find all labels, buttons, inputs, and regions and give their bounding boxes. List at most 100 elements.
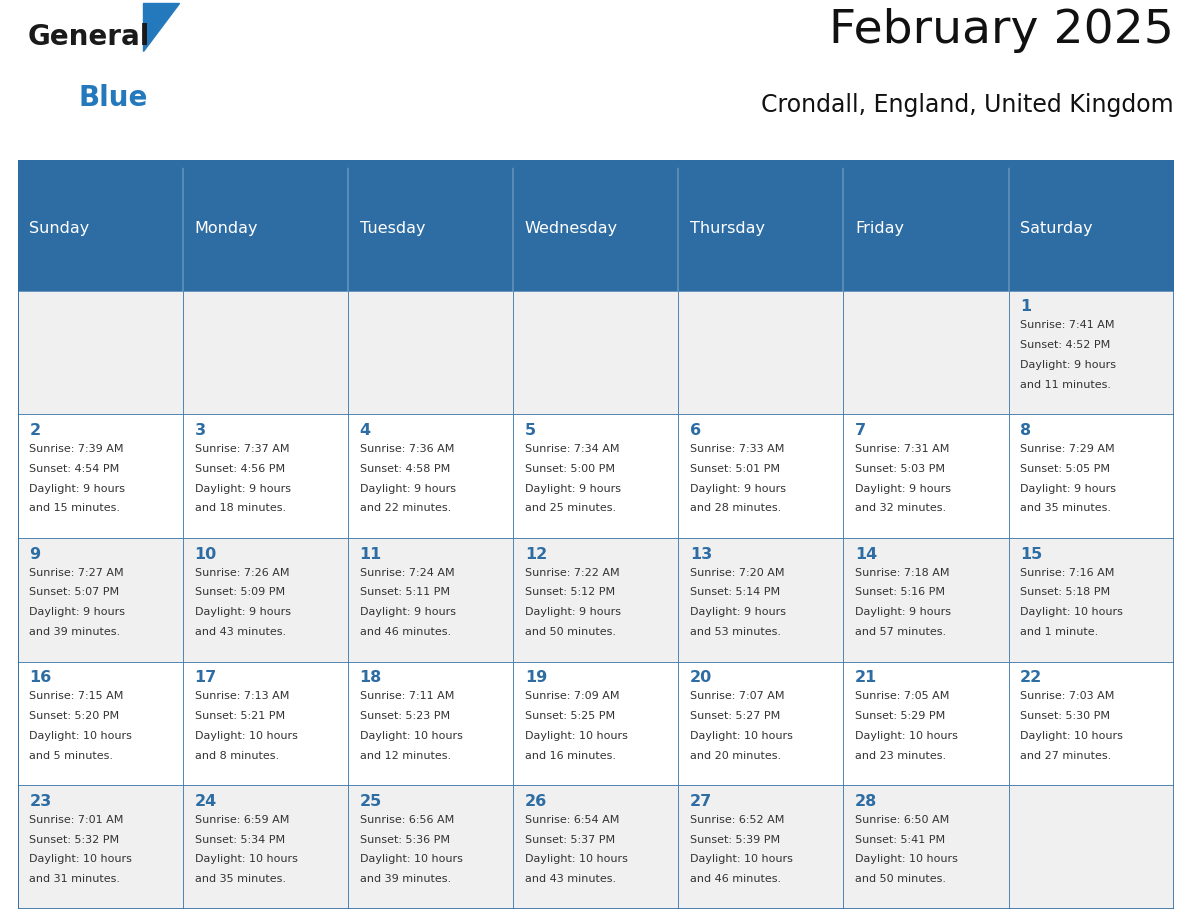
Text: Sunset: 4:58 PM: Sunset: 4:58 PM (360, 464, 450, 474)
Text: and 39 minutes.: and 39 minutes. (360, 874, 450, 884)
Bar (843, 414, 1009, 538)
Polygon shape (143, 3, 179, 51)
Bar (348, 785, 513, 909)
Text: 16: 16 (30, 670, 51, 685)
Text: Sunrise: 7:13 AM: Sunrise: 7:13 AM (195, 691, 289, 701)
Text: Sunrise: 6:56 AM: Sunrise: 6:56 AM (360, 815, 454, 825)
Text: and 39 minutes.: and 39 minutes. (30, 627, 120, 637)
Bar (183, 414, 348, 538)
Text: Sunset: 4:52 PM: Sunset: 4:52 PM (1020, 341, 1111, 350)
Text: and 20 minutes.: and 20 minutes. (690, 751, 781, 761)
Text: 6: 6 (690, 423, 701, 438)
Text: Daylight: 10 hours: Daylight: 10 hours (360, 731, 462, 741)
Bar (1009, 662, 1174, 785)
Text: 1: 1 (1020, 299, 1031, 314)
Text: 13: 13 (690, 546, 712, 562)
Bar (183, 785, 348, 909)
Text: and 35 minutes.: and 35 minutes. (195, 874, 285, 884)
Text: Sunset: 5:09 PM: Sunset: 5:09 PM (195, 588, 285, 598)
Text: Sunset: 4:54 PM: Sunset: 4:54 PM (30, 464, 120, 474)
Text: Sunset: 5:05 PM: Sunset: 5:05 PM (1020, 464, 1110, 474)
Bar (1009, 414, 1174, 538)
Bar (348, 538, 513, 662)
Text: and 25 minutes.: and 25 minutes. (525, 503, 615, 513)
Text: Daylight: 10 hours: Daylight: 10 hours (525, 731, 627, 741)
Text: Sunrise: 6:59 AM: Sunrise: 6:59 AM (195, 815, 289, 825)
Text: 7: 7 (855, 423, 866, 438)
Text: Sunset: 5:20 PM: Sunset: 5:20 PM (30, 711, 120, 721)
Text: and 31 minutes.: and 31 minutes. (30, 874, 120, 884)
Bar (513, 662, 678, 785)
Text: Daylight: 9 hours: Daylight: 9 hours (195, 607, 291, 617)
Text: Sunset: 5:37 PM: Sunset: 5:37 PM (525, 834, 615, 845)
Bar (513, 291, 678, 414)
Text: Sunset: 4:56 PM: Sunset: 4:56 PM (195, 464, 285, 474)
Text: Sunset: 5:21 PM: Sunset: 5:21 PM (195, 711, 285, 721)
Bar (18, 662, 183, 785)
Bar (843, 291, 1009, 414)
Text: and 1 minute.: and 1 minute. (1020, 627, 1099, 637)
Text: and 57 minutes.: and 57 minutes. (855, 627, 946, 637)
Text: February 2025: February 2025 (829, 8, 1174, 53)
Text: Daylight: 9 hours: Daylight: 9 hours (525, 607, 621, 617)
Text: Sunset: 5:30 PM: Sunset: 5:30 PM (1020, 711, 1110, 721)
Text: and 53 minutes.: and 53 minutes. (690, 627, 781, 637)
Text: and 15 minutes.: and 15 minutes. (30, 503, 120, 513)
Text: Daylight: 9 hours: Daylight: 9 hours (690, 484, 786, 494)
Text: 24: 24 (195, 794, 216, 809)
Text: 4: 4 (360, 423, 371, 438)
Text: Sunset: 5:12 PM: Sunset: 5:12 PM (525, 588, 615, 598)
Text: Daylight: 10 hours: Daylight: 10 hours (30, 731, 132, 741)
Text: and 28 minutes.: and 28 minutes. (690, 503, 782, 513)
Text: Sunset: 5:14 PM: Sunset: 5:14 PM (690, 588, 781, 598)
Text: Blue: Blue (78, 84, 147, 112)
Bar (348, 291, 513, 414)
Text: and 11 minutes.: and 11 minutes. (1020, 380, 1111, 390)
Text: Sunrise: 7:09 AM: Sunrise: 7:09 AM (525, 691, 619, 701)
Text: and 50 minutes.: and 50 minutes. (525, 627, 615, 637)
Text: Sunrise: 7:31 AM: Sunrise: 7:31 AM (855, 444, 949, 454)
Text: Wednesday: Wednesday (525, 221, 618, 237)
Text: Tuesday: Tuesday (360, 221, 425, 237)
Bar (678, 785, 843, 909)
Text: Sunset: 5:29 PM: Sunset: 5:29 PM (855, 711, 946, 721)
Text: Daylight: 9 hours: Daylight: 9 hours (855, 607, 952, 617)
Text: 21: 21 (855, 670, 877, 685)
Bar (678, 662, 843, 785)
Text: 10: 10 (195, 546, 216, 562)
Text: Daylight: 9 hours: Daylight: 9 hours (30, 607, 126, 617)
Text: Daylight: 10 hours: Daylight: 10 hours (360, 855, 462, 865)
Text: Sunrise: 7:34 AM: Sunrise: 7:34 AM (525, 444, 619, 454)
Text: and 27 minutes.: and 27 minutes. (1020, 751, 1112, 761)
Bar (678, 167, 843, 291)
Text: Sunrise: 6:54 AM: Sunrise: 6:54 AM (525, 815, 619, 825)
Text: Sunset: 5:25 PM: Sunset: 5:25 PM (525, 711, 615, 721)
Text: Sunrise: 7:05 AM: Sunrise: 7:05 AM (855, 691, 949, 701)
Text: 19: 19 (525, 670, 546, 685)
Text: and 16 minutes.: and 16 minutes. (525, 751, 615, 761)
Text: Sunrise: 7:22 AM: Sunrise: 7:22 AM (525, 567, 619, 577)
Text: Sunset: 5:41 PM: Sunset: 5:41 PM (855, 834, 946, 845)
Text: Sunday: Sunday (30, 221, 89, 237)
Text: Daylight: 10 hours: Daylight: 10 hours (30, 855, 132, 865)
Text: Friday: Friday (855, 221, 904, 237)
Bar (183, 167, 348, 291)
Text: 18: 18 (360, 670, 381, 685)
Text: Sunset: 5:32 PM: Sunset: 5:32 PM (30, 834, 120, 845)
Bar (513, 538, 678, 662)
Text: 23: 23 (30, 794, 51, 809)
Bar (183, 662, 348, 785)
Text: Daylight: 9 hours: Daylight: 9 hours (195, 484, 291, 494)
Text: Daylight: 9 hours: Daylight: 9 hours (30, 484, 126, 494)
Text: Sunrise: 7:18 AM: Sunrise: 7:18 AM (855, 567, 949, 577)
Text: Sunrise: 7:29 AM: Sunrise: 7:29 AM (1020, 444, 1114, 454)
Text: Daylight: 10 hours: Daylight: 10 hours (855, 855, 958, 865)
Text: Daylight: 10 hours: Daylight: 10 hours (525, 855, 627, 865)
Text: Sunset: 5:34 PM: Sunset: 5:34 PM (195, 834, 285, 845)
Text: Daylight: 9 hours: Daylight: 9 hours (690, 607, 786, 617)
Text: Sunset: 5:39 PM: Sunset: 5:39 PM (690, 834, 781, 845)
Text: Sunrise: 7:20 AM: Sunrise: 7:20 AM (690, 567, 784, 577)
Text: Daylight: 9 hours: Daylight: 9 hours (360, 607, 456, 617)
Text: 15: 15 (1020, 546, 1042, 562)
Text: Sunset: 5:27 PM: Sunset: 5:27 PM (690, 711, 781, 721)
